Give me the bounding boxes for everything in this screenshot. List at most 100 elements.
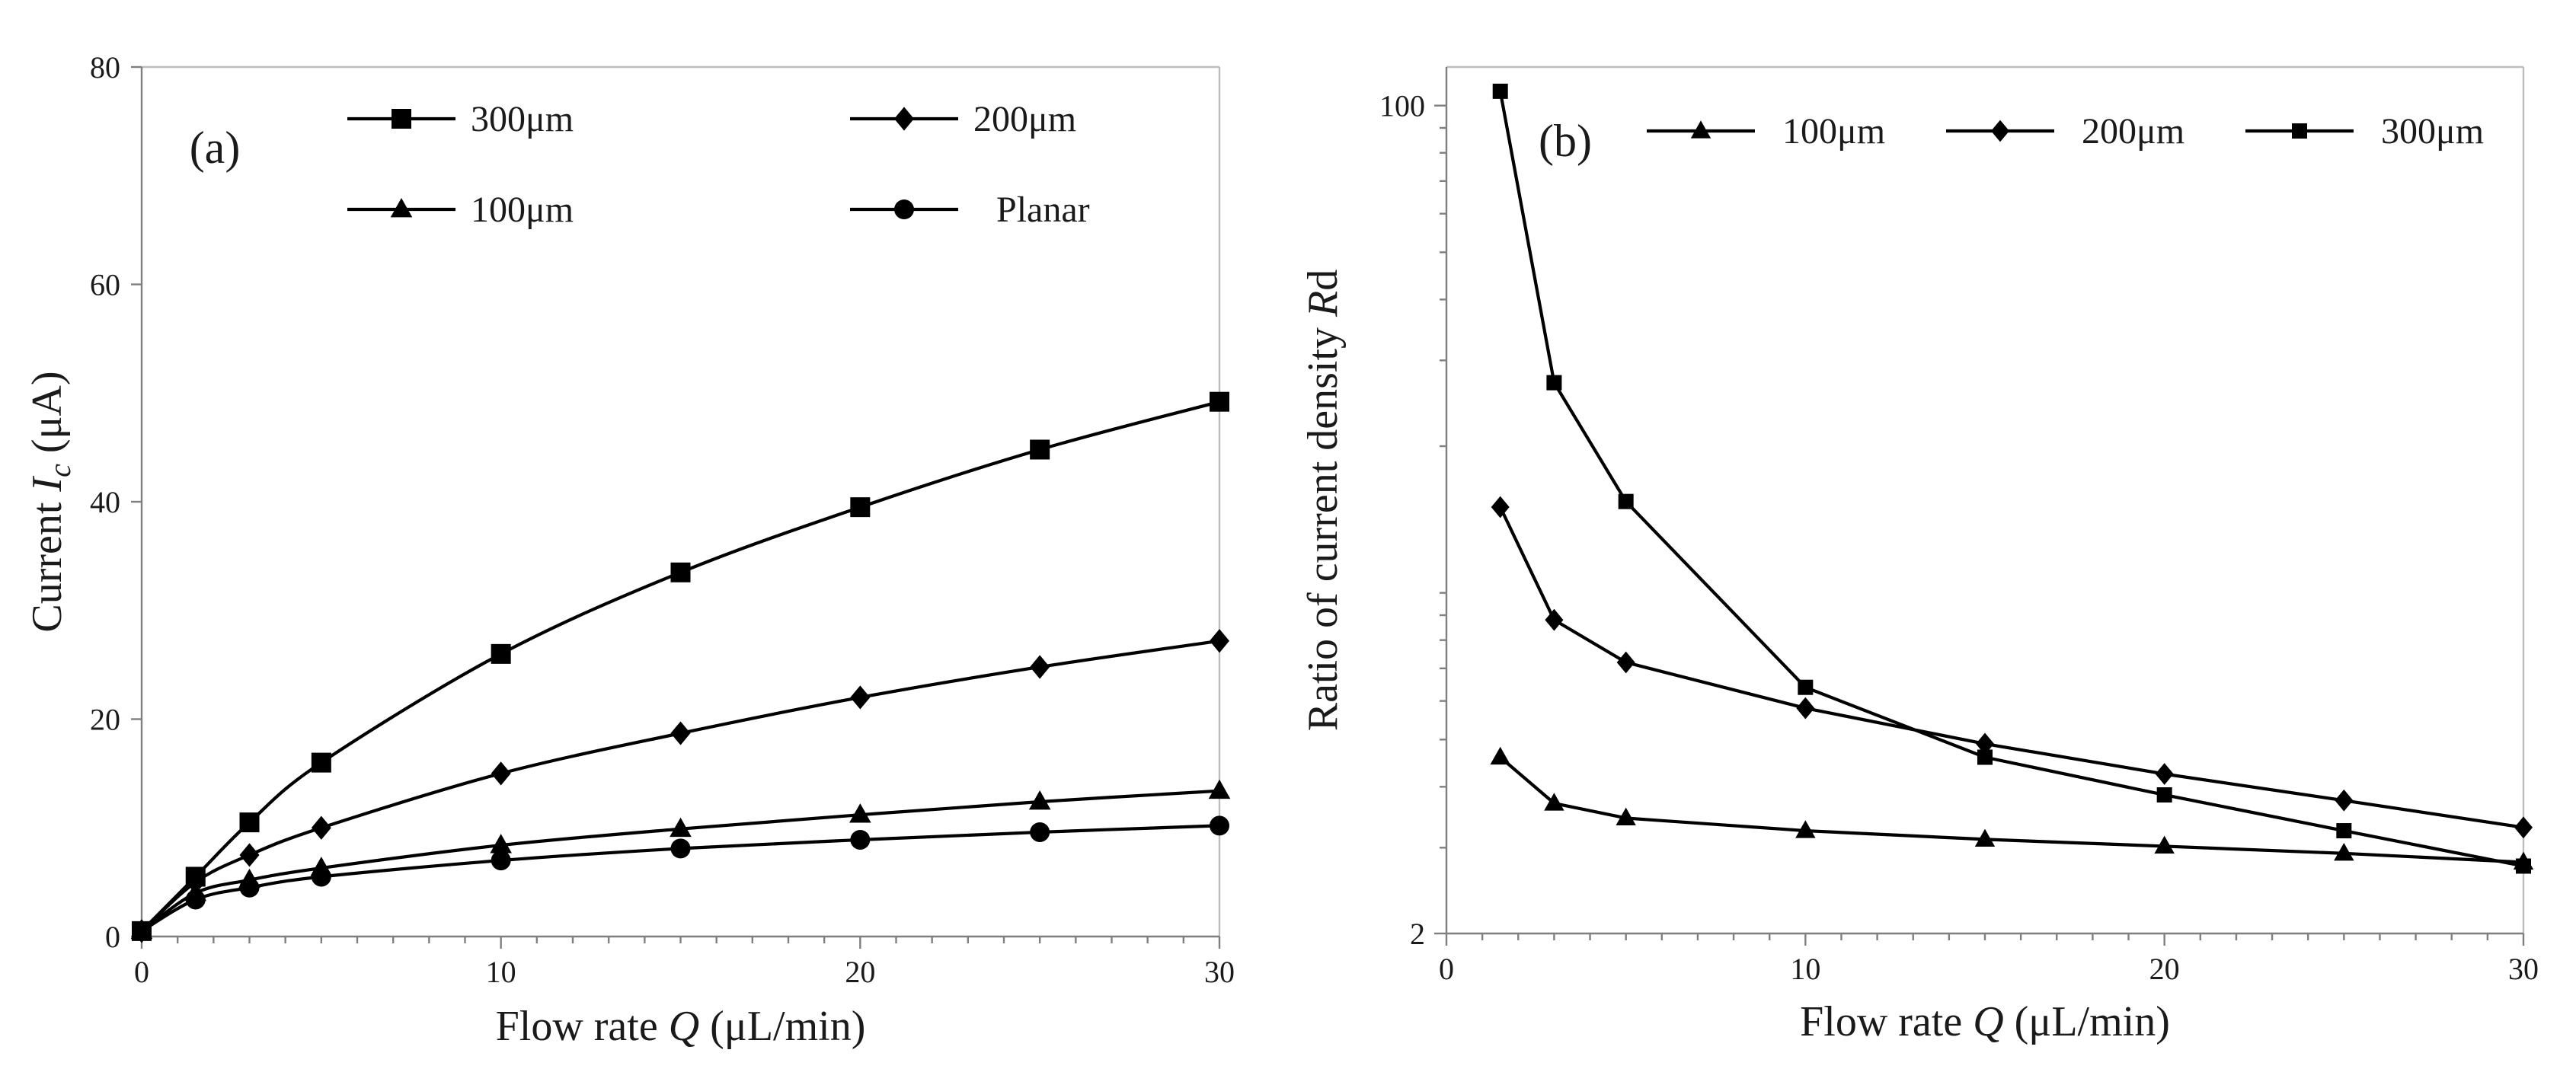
panel-a-line-200μm: [140, 639, 1220, 933]
panel-b-y-axis-title-units: d: [1299, 270, 1347, 291]
panel-a-point-300μm: [311, 752, 331, 773]
panel-a-legend-label: Planar: [996, 190, 1090, 230]
panel-a-point-200μm: [311, 815, 331, 840]
panel-b-point-100μm: [1616, 807, 1636, 826]
panel-a-legend-label: 300μm: [471, 99, 574, 139]
panel-a-label: (a): [190, 123, 241, 173]
panel-a-y-axis-title-units: (μA): [24, 371, 71, 464]
panel-b-point-200μm: [1491, 496, 1510, 519]
panel-b-point-300μm: [1546, 375, 1562, 391]
panel-a-point-Planar: [850, 829, 871, 850]
panel-a-y-axis-title-subscript: c: [43, 464, 77, 477]
panel-b-point-300μm: [1977, 749, 1993, 765]
panel-b-x-tick-label: 20: [2149, 952, 2180, 986]
panel-b-y-tick-label: 100: [1379, 89, 1425, 123]
panel-b-point-100μm: [1795, 820, 1816, 838]
panel-a-point-200μm: [670, 721, 691, 745]
panel-a-legend-label: 100μm: [471, 190, 574, 230]
panel-b-point-300μm: [2336, 823, 2352, 839]
panel-b-line-200μm: [1498, 506, 2524, 829]
panel-a-y-tick-label: 40: [90, 485, 120, 519]
panel-a-x-axis-title-text: Flow rate: [496, 1003, 669, 1050]
panel-b-x-tick-label: 10: [1790, 952, 1820, 986]
panel-a-x-tick-label: 0: [134, 955, 149, 989]
panel-a-point-100μm: [1028, 790, 1051, 810]
panel-a-point-200μm: [239, 843, 260, 867]
panel-a-point-Planar: [132, 921, 152, 941]
panel-a-point-Planar: [311, 866, 331, 887]
panel-a-point-300μm: [850, 497, 871, 518]
panel-b-label: (b): [1539, 116, 1592, 166]
panel-a-point-Planar: [1210, 815, 1229, 836]
panel-a-line-100μm: [140, 789, 1220, 933]
panel-a-y-tick-label: 80: [90, 50, 120, 85]
panel-b-legend-marker: [1991, 120, 2009, 142]
panel-a-x-axis-title-variable: Q: [669, 1003, 699, 1050]
panel-b-legend-label: 100μm: [1782, 111, 1885, 152]
panel-a-point-300μm: [1210, 391, 1229, 412]
panel-a-line-300μm: [140, 400, 1220, 933]
panel-a-point-300μm: [670, 562, 691, 582]
panel-b-point-200μm: [1616, 651, 1635, 674]
panel-a-x-tick-label: 30: [1204, 955, 1235, 989]
panel-a-point-Planar: [1030, 822, 1050, 842]
panel-a-y-axis-title-variable: I: [24, 476, 71, 493]
panel-a-point-200μm: [850, 685, 871, 710]
panel-b-point-300μm: [2516, 858, 2531, 874]
panel-a-x-tick-label: 10: [486, 955, 516, 989]
panel-a-point-Planar: [185, 889, 206, 910]
panel-a-point-300μm: [491, 643, 511, 664]
panel-b-point-100μm: [2334, 843, 2354, 861]
panel-a-point-100μm: [670, 817, 692, 838]
panel-b-legend-label: 300μm: [2381, 111, 2484, 152]
panel-a-y-axis-title: Current Ic (μA): [24, 371, 77, 632]
panel-b-x-tick-label: 0: [1439, 952, 1454, 986]
panel-a-x-axis-title: Flow rate Q (μL/min): [496, 1003, 866, 1050]
panel-a-y-tick-label: 60: [90, 268, 120, 302]
panel-a-point-100μm: [490, 834, 512, 854]
panel-a-legend-marker: [392, 109, 411, 129]
panel-a-current-chart: 0 20 40 60 80 0 10 20 30 Flow rate Q (μL/min) Curr…: [24, 50, 1235, 1050]
panel-b-ratio-chart: 2 100 0 10 20 30 Flow rate Q (μL/min) Ratio of …: [1299, 65, 2539, 1045]
panel-a-legend-marker: [894, 107, 914, 131]
panel-b-x-axis-title-variable: Q: [1973, 998, 2003, 1045]
panel-a-y-tick-label: 0: [105, 920, 120, 954]
panel-a-point-300μm: [1030, 439, 1050, 460]
panel-b-point-200μm: [2155, 763, 2174, 785]
panel-a-y-tick-label: 20: [90, 703, 120, 737]
panel-b-legend-label: 200μm: [2082, 111, 2184, 152]
panel-b-x-tick-label: 30: [2508, 952, 2539, 986]
panel-a-point-200μm: [1210, 629, 1229, 653]
panel-a-point-200μm: [491, 761, 511, 786]
panel-b-point-100μm: [1490, 746, 1510, 765]
panel-b-point-300μm: [2156, 787, 2172, 803]
panel-a-x-axis-title-units: (μL/min): [699, 1003, 865, 1050]
panel-a-legend-marker: [894, 199, 914, 219]
panel-b-legend-marker: [2292, 123, 2307, 139]
panel-a-point-Planar: [239, 877, 260, 898]
panel-b-point-200μm: [1545, 608, 1564, 631]
panel-b-y-axis-title-variable: R: [1299, 291, 1347, 318]
panel-b-point-200μm: [2335, 789, 2354, 812]
panel-b-point-100μm: [2154, 835, 2175, 854]
panel-b-point-100μm: [1974, 828, 1996, 847]
panel-b-point-200μm: [1796, 697, 1815, 720]
panel-a-point-200μm: [1030, 655, 1050, 679]
panel-a-legend-label: 200μm: [973, 99, 1076, 139]
panel-a-point-Planar: [670, 838, 691, 859]
panel-a-point-Planar: [491, 850, 511, 871]
panel-b-y-axis-title: Ratio of current density Rd: [1299, 270, 1347, 732]
panel-b-line-100μm: [1499, 755, 2524, 864]
panel-b-line-300μm: [1498, 91, 2524, 868]
panel-b-x-axis-title: Flow rate Q (μL/min): [1800, 998, 2170, 1045]
panel-b-x-axis-title-text: Flow rate: [1800, 998, 1973, 1045]
panel-b-point-200μm: [1976, 732, 1994, 755]
panel-b-point-300μm: [1492, 83, 1508, 99]
panel-b-y-axis-title-text: Ratio of current density: [1299, 317, 1347, 731]
panel-a-legend-marker: [390, 198, 413, 218]
panel-a-y-axis-title-text: Current: [24, 492, 71, 633]
panel-a-point-300μm: [239, 812, 260, 833]
panel-b-point-300μm: [1618, 493, 1634, 509]
panel-b-x-axis-title-units: (μL/min): [2004, 998, 2170, 1045]
